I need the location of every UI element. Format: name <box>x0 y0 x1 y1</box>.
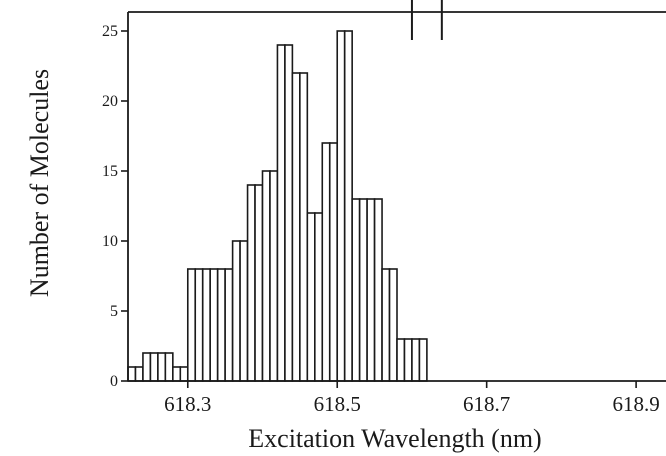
histogram-bar-2 <box>142 352 152 382</box>
x-tick-label-0: 618.3 <box>164 392 211 416</box>
wavelength-markers <box>410 0 443 40</box>
histogram-bar-29 <box>343 30 353 382</box>
histogram-bar-32 <box>366 198 376 382</box>
histogram-bar-22 <box>291 72 301 382</box>
histogram-bar-11 <box>209 268 219 382</box>
y-axis-label: Number of Molecules <box>25 69 54 297</box>
histogram-bar-26 <box>321 142 331 382</box>
histogram-bar-19 <box>269 170 279 382</box>
histogram-bars <box>127 30 428 382</box>
histogram-bar-6 <box>172 366 182 382</box>
y-tick-label-0: 0 <box>110 373 118 390</box>
histogram-bar-15 <box>239 240 249 382</box>
x-tick-label-2: 618.7 <box>463 392 510 416</box>
x-tick-label-1: 618.5 <box>314 392 361 416</box>
histogram-bar-3 <box>149 352 159 382</box>
histogram-bar-37 <box>403 338 413 382</box>
histogram-bar-5 <box>164 352 174 382</box>
histogram-bar-21 <box>284 44 294 382</box>
x-axis-label: Excitation Wavelength (nm) <box>248 424 541 453</box>
histogram-bar-28 <box>336 30 346 382</box>
histogram-bar-31 <box>358 198 368 382</box>
histogram-bar-35 <box>388 268 398 382</box>
histogram-bar-10 <box>201 268 211 382</box>
histogram-bar-1 <box>134 366 144 382</box>
histogram-bar-16 <box>246 184 256 382</box>
histogram-bar-25 <box>314 212 324 382</box>
histogram-bar-14 <box>231 240 241 382</box>
y-tick-label-5: 25 <box>102 23 118 40</box>
histogram-bar-13 <box>224 268 234 382</box>
y-tick-label-3: 15 <box>102 163 118 180</box>
histogram-bar-8 <box>186 268 197 382</box>
histogram-bar-9 <box>194 268 204 382</box>
chart-ticks: 0 5 10 15 20 25 618.3 618.5 618.7 618.9 <box>102 23 660 416</box>
histogram-bar-20 <box>276 44 286 382</box>
y-tick-label-2: 10 <box>102 233 118 250</box>
histogram-bar-24 <box>306 212 316 382</box>
histogram-bar-4 <box>157 352 167 382</box>
histogram-bar-17 <box>254 184 264 382</box>
histogram-bar-33 <box>373 198 383 382</box>
histogram-bar-39 <box>418 338 428 382</box>
y-tick-label-4: 20 <box>102 93 118 110</box>
histogram-bar-27 <box>328 142 339 382</box>
histogram-bar-18 <box>261 170 271 382</box>
histogram-bar-7 <box>179 366 189 382</box>
histogram-bar-23 <box>299 72 309 382</box>
histogram-bar-30 <box>351 198 361 382</box>
x-tick-label-3: 618.9 <box>612 392 659 416</box>
histogram-bar-0 <box>127 366 137 382</box>
histogram-bar-12 <box>216 268 226 382</box>
chart-axes <box>127 11 666 382</box>
histogram-bar-34 <box>381 268 391 382</box>
histogram-bar-36 <box>396 338 406 382</box>
histogram-bar-38 <box>411 338 421 382</box>
y-tick-label-1: 5 <box>110 303 118 320</box>
